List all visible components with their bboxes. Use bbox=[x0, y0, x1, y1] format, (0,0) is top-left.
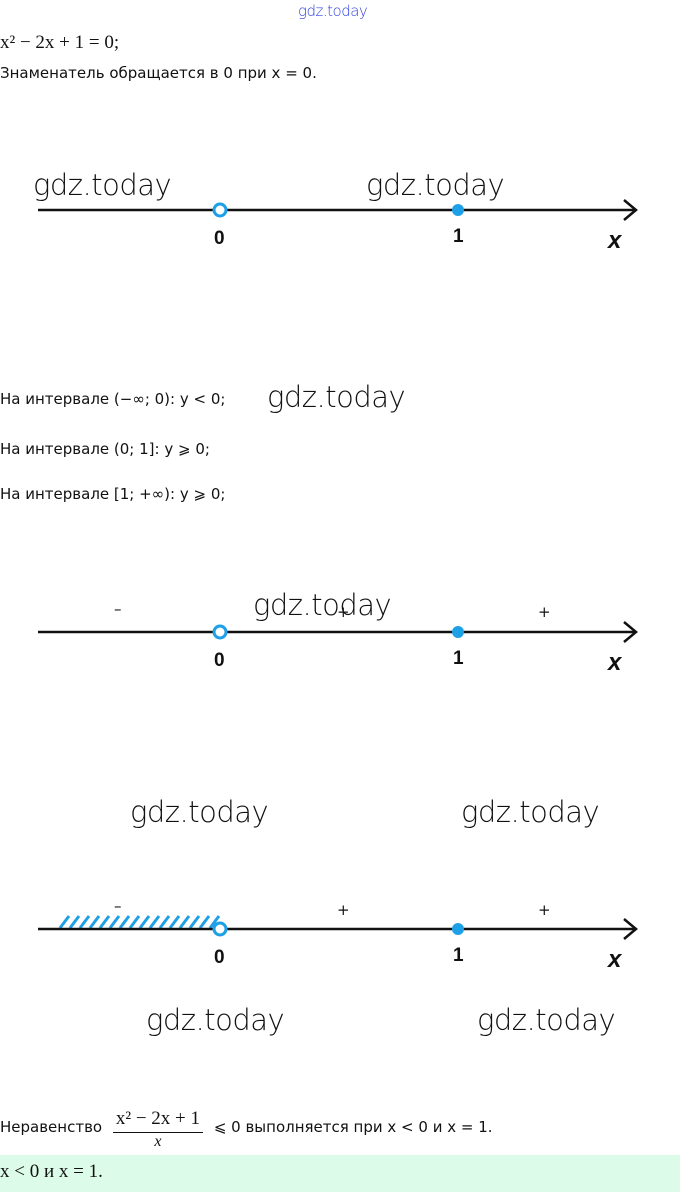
point-label: 1 bbox=[453, 945, 464, 966]
hatch-stroke bbox=[108, 915, 121, 929]
answer: x < 0 и x = 1. bbox=[0, 1161, 103, 1182]
sign: + bbox=[538, 603, 551, 621]
hatch-stroke bbox=[128, 915, 141, 929]
sign: – bbox=[114, 600, 122, 618]
hatch-stroke bbox=[78, 915, 91, 929]
axis-label: x bbox=[608, 649, 622, 676]
filled-point bbox=[452, 923, 464, 935]
sign: – bbox=[114, 897, 122, 915]
shaded-region bbox=[58, 915, 221, 929]
conclusion-suffix: ⩽ 0 выполняется при x < 0 и x = 1. bbox=[213, 1118, 493, 1136]
denominator-text: Знаменатель обращается в 0 при x = 0. bbox=[0, 64, 317, 82]
equation: x² − 2x + 1 = 0; bbox=[0, 32, 120, 53]
watermark: gdz.today bbox=[461, 795, 600, 829]
watermark: gdz.today bbox=[33, 168, 172, 202]
watermark: gdz.today bbox=[267, 380, 406, 414]
hatch-stroke bbox=[148, 915, 161, 929]
open-point bbox=[212, 921, 228, 937]
number-line-3 bbox=[38, 915, 638, 940]
sign: + bbox=[538, 901, 551, 919]
hatch-stroke bbox=[198, 915, 211, 929]
point-label: 0 bbox=[214, 947, 225, 968]
answer-box: x < 0 и x = 1. bbox=[0, 1155, 680, 1192]
axis-label: x bbox=[608, 227, 622, 254]
sign: + bbox=[337, 603, 350, 621]
number-line-2 bbox=[38, 621, 638, 643]
point-label: 0 bbox=[214, 228, 225, 249]
number-line-1 bbox=[38, 199, 638, 221]
filled-point bbox=[452, 626, 464, 638]
sign: + bbox=[337, 901, 350, 919]
hatch-stroke bbox=[158, 915, 171, 929]
hatch-stroke bbox=[138, 915, 151, 929]
hatch-stroke bbox=[118, 915, 131, 929]
interval-1: На интервале (−∞; 0): y < 0; bbox=[0, 390, 226, 408]
hatch-stroke bbox=[178, 915, 191, 929]
hatch-stroke bbox=[88, 915, 101, 929]
interval-2: На интервале (0; 1]: y ⩾ 0; bbox=[0, 440, 210, 458]
watermark: gdz.today bbox=[366, 168, 505, 202]
hatch-stroke bbox=[58, 915, 71, 929]
open-point bbox=[212, 624, 228, 640]
watermark: gdz.today bbox=[477, 1003, 616, 1037]
point-label: 1 bbox=[453, 226, 464, 247]
watermark: gdz.today bbox=[146, 1003, 285, 1037]
hatch-stroke bbox=[98, 915, 111, 929]
point-label: 1 bbox=[453, 648, 464, 669]
axis-label: x bbox=[608, 946, 622, 973]
numerator: x² − 2x + 1 bbox=[112, 1108, 204, 1133]
point-label: 0 bbox=[214, 650, 225, 671]
denominator: x bbox=[154, 1133, 162, 1147]
watermark: gdz.today bbox=[130, 795, 269, 829]
interval-3: На интервале [1; +∞): y ⩾ 0; bbox=[0, 485, 226, 503]
hatch-stroke bbox=[208, 915, 221, 929]
watermark: gdz.today bbox=[298, 2, 368, 20]
conclusion-prefix: Неравенство bbox=[0, 1118, 103, 1136]
filled-point bbox=[452, 204, 464, 216]
hatch-stroke bbox=[68, 915, 81, 929]
open-point bbox=[212, 202, 228, 218]
hatch-stroke bbox=[188, 915, 201, 929]
hatch-stroke bbox=[168, 915, 181, 929]
watermark: gdz.today bbox=[253, 588, 392, 622]
